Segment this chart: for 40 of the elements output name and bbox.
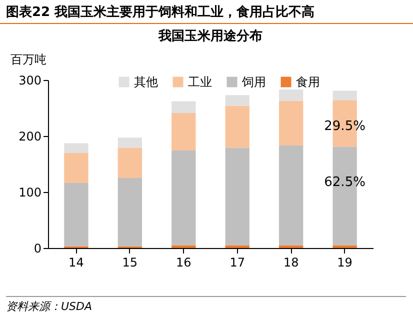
bar (332, 90, 357, 100)
bar (278, 146, 304, 246)
y-tick-label: 0 (34, 242, 42, 256)
legend-label: 工业 (188, 75, 212, 89)
bar (172, 101, 196, 114)
bar (332, 245, 357, 248)
bar (278, 100, 304, 146)
x-tick-label: 16 (176, 256, 192, 270)
bar (118, 138, 142, 148)
legend-label: 其他 (134, 75, 158, 89)
legend-label: 饲用 (241, 75, 266, 89)
bar (225, 95, 250, 106)
bar (118, 148, 142, 178)
bar (278, 245, 304, 248)
bar (172, 245, 196, 248)
x-tick-label: 14 (68, 256, 84, 270)
bar (278, 90, 304, 101)
x-tick-label: 15 (122, 256, 138, 270)
text: 资料来源：USDA (6, 296, 406, 314)
chart-subtitle: 我国玉米用途分布 (158, 28, 262, 44)
y-tick-label: 300 (18, 74, 42, 88)
y-axis-title: 百万吨 (10, 52, 46, 66)
bar (225, 148, 250, 246)
annotation: 62.5% (324, 175, 366, 190)
bar (225, 106, 250, 148)
x-tick-label: 17 (230, 256, 245, 270)
bar (64, 143, 88, 153)
y-tick-label: 100 (18, 186, 42, 200)
bar (64, 152, 88, 184)
x-tick-label: 19 (337, 256, 352, 270)
bar (172, 113, 196, 151)
x-tick-label: 18 (283, 256, 299, 270)
chart-title: 图表22 我国玉米主要用于饲料和工业，食用占比不高 (0, 0, 413, 24)
bar (225, 245, 250, 248)
bar (118, 178, 142, 246)
bar (172, 150, 196, 246)
annotation: 29.5% (324, 119, 366, 134)
bar (64, 183, 88, 246)
legend-label: 食用 (296, 75, 320, 89)
y-tick-label: 200 (18, 130, 42, 144)
